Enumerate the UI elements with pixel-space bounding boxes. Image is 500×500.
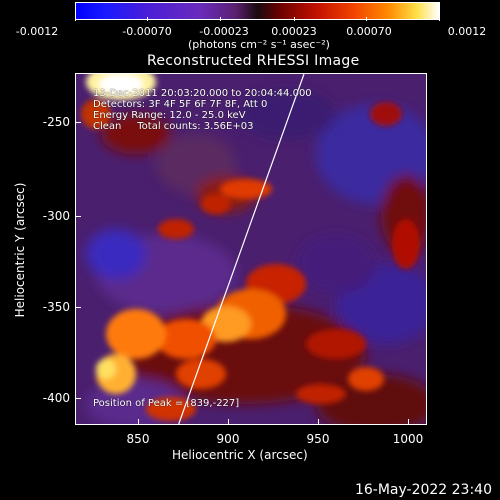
y-tick-label: -250 [42,115,70,129]
annotation-detectors: Detectors: 3F 4F 5F 6F 7F 8F, Att 0 [93,99,268,110]
y-tick-label: -300 [42,209,70,223]
solar-image [75,73,427,425]
annotation-counts: Clean Total counts: 3.56E+03 [93,121,254,132]
solar-limb-line [178,74,305,424]
colorbar-unit-label: (photons cm⁻² s⁻¹ asec⁻²) [188,38,330,51]
y-major-tick [75,122,81,123]
y-major-tick [75,398,81,399]
colorbar-tick-label: 0.00070 [346,25,392,38]
emission-bright [81,74,420,421]
y-axis-label: Heliocentric Y (arcsec) [13,182,27,318]
y-tick-label: -400 [42,391,70,405]
y-major-tick [75,307,81,308]
colorbar [75,2,440,20]
solar-image-canvas [76,74,426,424]
colorbar-tick-label: 0.0012 [447,25,487,38]
annotation-peak-position: Position of Peak = [839,-227] [93,398,240,409]
colorbar-tick-label: -0.00070 [122,25,172,38]
x-tick-label: 1000 [392,432,424,446]
annotation-time-range: 13-Dec-2011 20:03:20.000 to 20:04:44.000 [93,88,312,99]
colorbar-tickmark [147,17,148,21]
colorbar-tick-label: -0.00023 [199,25,249,38]
colorbar-tick-label: -0.0012 [15,25,59,38]
colorbar-tickmark [75,17,76,21]
x-major-tick [318,419,319,425]
annotation-energy-range: Energy Range: 12.0 - 25.0 keV [93,110,246,121]
x-axis-label: Heliocentric X (arcsec) [172,448,308,462]
colorbar-tickmark [366,17,367,21]
x-major-tick [138,419,139,425]
colorbar-tickmark [220,17,221,21]
footer-timestamp: 16-May-2022 23:40 [354,482,492,498]
image-title: Reconstructed RHESSI Image [147,53,360,69]
colorbar-tickmark [439,17,440,21]
y-tick-label: -350 [42,300,70,314]
colorbar-tick-label: 0.00023 [271,25,317,38]
x-major-tick [228,419,229,425]
x-tick-label: 900 [216,432,240,446]
x-major-tick [408,419,409,425]
x-tick-label: 950 [306,432,330,446]
colorbar-tickmark [294,17,295,21]
x-tick-label: 850 [126,432,150,446]
y-major-tick [75,216,81,217]
